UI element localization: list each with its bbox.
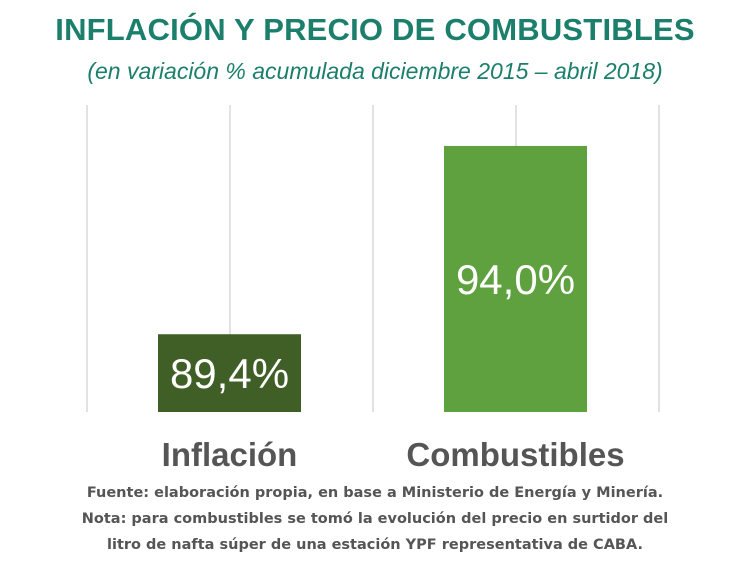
bars: 89,4% Inflación 94,0% Combustibles	[158, 145, 625, 473]
note-line-2: litro de nafta súper de una estación YPF…	[107, 537, 643, 553]
bar-1	[444, 145, 587, 412]
chart-title: INFLACIÓN Y PRECIO DE COMBUSTIBLES	[55, 12, 695, 47]
note-line-1: Nota: para combustibles se tomó la evolu…	[81, 511, 669, 527]
chart-subtitle: (en variación % acumulada diciembre 2015…	[87, 58, 663, 84]
bar-0	[158, 334, 301, 412]
category-label-0: Inflación	[162, 436, 298, 473]
data-label-0: 89,4%	[170, 350, 289, 397]
category-label-1: Combustibles	[406, 436, 624, 473]
bar-chart: 89,4% Inflación 94,0% Combustibles	[86, 105, 660, 473]
data-label-1: 94,0%	[456, 256, 575, 303]
source-note: Fuente: elaboración propia, en base a Mi…	[86, 485, 664, 501]
